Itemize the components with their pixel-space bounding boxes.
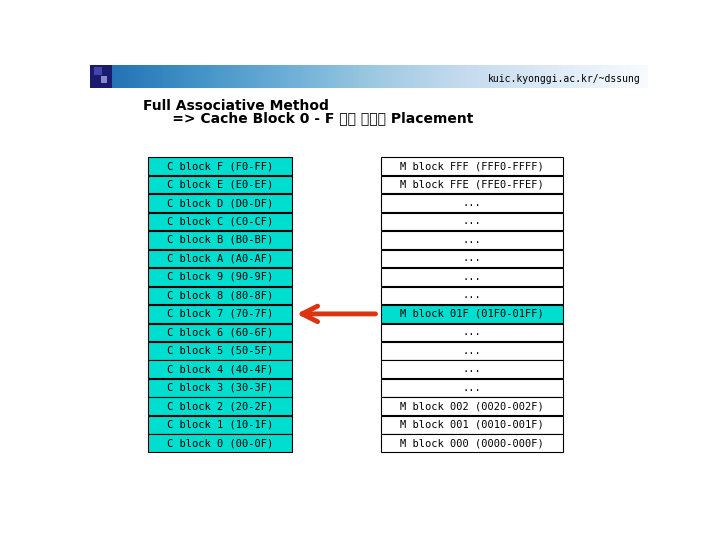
Bar: [148, 305, 292, 323]
Text: C block 2 (20-2F): C block 2 (20-2F): [167, 401, 273, 411]
Text: ...: ...: [462, 327, 481, 338]
Bar: [381, 249, 563, 267]
FancyBboxPatch shape: [90, 65, 112, 88]
Bar: [381, 213, 563, 231]
Text: ...: ...: [462, 198, 481, 208]
Bar: [381, 157, 563, 175]
Text: kuic.kyonggi.ac.kr/~dssung: kuic.kyonggi.ac.kr/~dssung: [487, 73, 640, 84]
Bar: [381, 323, 563, 341]
Bar: [148, 397, 292, 415]
Text: M block FFE (FFE0-FFEF): M block FFE (FFE0-FFEF): [400, 179, 544, 190]
Text: C block 1 (10-1F): C block 1 (10-1F): [167, 420, 273, 430]
Bar: [148, 157, 292, 175]
Bar: [148, 194, 292, 212]
Bar: [148, 249, 292, 267]
Bar: [148, 361, 292, 378]
Bar: [148, 213, 292, 231]
FancyBboxPatch shape: [101, 76, 107, 83]
Text: M block 001 (0010-001F): M block 001 (0010-001F): [400, 420, 544, 430]
Bar: [381, 176, 563, 193]
Bar: [381, 416, 563, 434]
Text: C block 5 (50-5F): C block 5 (50-5F): [167, 346, 273, 356]
Text: C block E (E0-EF): C block E (E0-EF): [167, 179, 273, 190]
Text: C block F (F0-FF): C block F (F0-FF): [167, 161, 273, 171]
Text: ...: ...: [462, 253, 481, 264]
Text: C block A (A0-AF): C block A (A0-AF): [167, 253, 273, 264]
Bar: [148, 323, 292, 341]
Text: ...: ...: [462, 217, 481, 226]
Text: C block 0 (00-0F): C block 0 (00-0F): [167, 438, 273, 448]
Bar: [148, 434, 292, 452]
Text: C block D (D0-DF): C block D (D0-DF): [167, 198, 273, 208]
Text: Full Associative Method: Full Associative Method: [143, 99, 328, 113]
Text: ...: ...: [462, 383, 481, 393]
Text: C block 9 (90-9F): C block 9 (90-9F): [167, 272, 273, 282]
Bar: [381, 305, 563, 323]
Bar: [148, 342, 292, 360]
Bar: [148, 379, 292, 397]
Text: C block 7 (70-7F): C block 7 (70-7F): [167, 309, 273, 319]
Bar: [381, 361, 563, 378]
Text: C block 3 (30-3F): C block 3 (30-3F): [167, 383, 273, 393]
Text: ...: ...: [462, 291, 481, 300]
Text: ...: ...: [462, 346, 481, 356]
Bar: [148, 231, 292, 249]
Text: ...: ...: [462, 364, 481, 374]
Text: M block 01F (01F0-01FF): M block 01F (01F0-01FF): [400, 309, 544, 319]
Text: C block 8 (80-8F): C block 8 (80-8F): [167, 291, 273, 300]
Bar: [381, 379, 563, 397]
Text: M block 002 (0020-002F): M block 002 (0020-002F): [400, 401, 544, 411]
Text: M block FFF (FFF0-FFFF): M block FFF (FFF0-FFFF): [400, 161, 544, 171]
Text: C block 4 (40-4F): C block 4 (40-4F): [167, 364, 273, 374]
Text: ...: ...: [462, 272, 481, 282]
Text: C block B (B0-BF): C block B (B0-BF): [167, 235, 273, 245]
Bar: [381, 287, 563, 304]
Bar: [148, 287, 292, 304]
Bar: [381, 194, 563, 212]
FancyBboxPatch shape: [94, 67, 102, 75]
Bar: [381, 231, 563, 249]
Text: ...: ...: [462, 235, 481, 245]
Bar: [381, 434, 563, 452]
Bar: [381, 397, 563, 415]
Bar: [148, 416, 292, 434]
Text: => Cache Block 0 - F 어느 곳이나 Placement: => Cache Block 0 - F 어느 곳이나 Placement: [143, 112, 473, 126]
Text: C block 6 (60-6F): C block 6 (60-6F): [167, 327, 273, 338]
Text: C block C (C0-CF): C block C (C0-CF): [167, 217, 273, 226]
Text: M block 000 (0000-000F): M block 000 (0000-000F): [400, 438, 544, 448]
Bar: [148, 176, 292, 193]
Bar: [148, 268, 292, 286]
Bar: [381, 342, 563, 360]
Bar: [381, 268, 563, 286]
